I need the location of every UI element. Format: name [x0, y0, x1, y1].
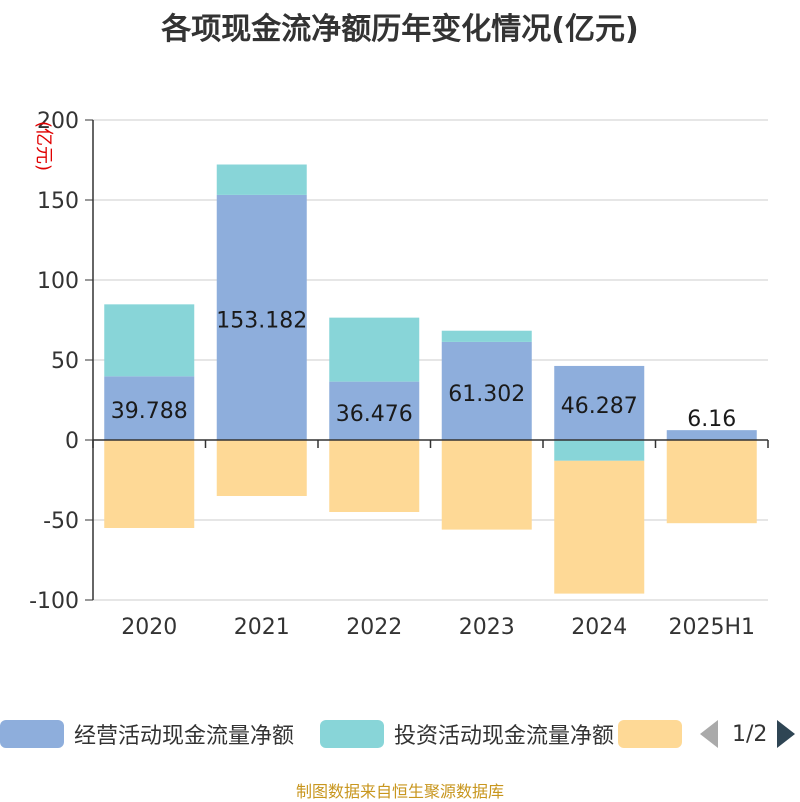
data-label: 36.476 — [336, 402, 413, 427]
legend-prev-page-button[interactable] — [700, 720, 718, 748]
bar-segment — [554, 440, 645, 461]
bar-segment — [329, 317, 420, 382]
bar-segment — [104, 304, 195, 377]
data-label: 61.302 — [448, 382, 525, 407]
bar-segment — [666, 430, 757, 440]
x-tick-label: 2025H1 — [668, 615, 755, 640]
x-tick-label: 2022 — [346, 615, 402, 640]
bar-segment — [329, 381, 420, 440]
data-label: 153.182 — [216, 308, 307, 333]
gridlines — [93, 119, 768, 601]
bar-segment — [441, 330, 532, 342]
axes: 200 150 100 50 0 -50 -100 2020 2021 2022 2023 2024 2… — [29, 109, 769, 640]
bar-segment — [216, 194, 307, 440]
x-tick-label: 2023 — [459, 615, 515, 640]
bar-segment — [666, 440, 757, 524]
legend: 经营活动现金流量净额 投资活动现金流量净额 1/2 — [0, 714, 800, 754]
bar-segment — [216, 440, 307, 496]
legend-label-operating: 经营活动现金流量净额 — [74, 724, 295, 749]
y-tick-label: 50 — [51, 349, 79, 374]
bar-segment — [554, 365, 645, 440]
bar-segment — [554, 460, 645, 594]
legend-pager: 1/2 — [700, 714, 796, 754]
y-tick-label: 100 — [37, 269, 79, 294]
bar-segment — [216, 164, 307, 195]
source-footer: 制图数据来自恒生聚源数据库 — [295, 782, 504, 801]
data-label: 39.788 — [111, 399, 188, 424]
data-labels: 39.788 153.182 36.476 61.302 46.287 6.16 — [111, 308, 736, 432]
legend-item-investing[interactable]: 投资活动现金流量净额 — [320, 714, 614, 754]
legend-label-investing: 投资活动现金流量净额 — [394, 724, 615, 749]
bar-segment — [441, 440, 532, 530]
legend-item-financing[interactable] — [618, 714, 682, 754]
data-label: 46.287 — [561, 394, 638, 419]
data-label: 6.16 — [687, 407, 736, 432]
bar-segment — [104, 440, 195, 528]
legend-next-page-button[interactable] — [777, 720, 796, 748]
bars — [104, 164, 757, 594]
y-tick-label: 150 — [37, 189, 79, 214]
y-tick-label: 0 — [65, 429, 79, 454]
y-tick-label: -100 — [29, 589, 79, 614]
bar-segment — [441, 341, 532, 440]
y-tick-label: -50 — [43, 509, 79, 534]
y-axis-label: (亿元) — [33, 121, 54, 171]
legend-item-operating[interactable]: 经营活动现金流量净额 — [0, 714, 294, 754]
legend-page-indicator: 1/2 — [732, 721, 768, 747]
x-tick-label: 2024 — [571, 615, 627, 640]
legend-swatch-operating — [0, 720, 64, 748]
legend-swatch-investing — [320, 720, 384, 748]
stacked-bar-chart: 200 150 100 50 0 -50 -100 2020 2021 2022 2023 2024 2… — [29, 109, 769, 640]
x-tick-label: 2020 — [121, 615, 177, 640]
bar-segment — [104, 376, 195, 440]
legend-swatch-financing — [618, 720, 682, 748]
y-tick-label: 200 — [37, 109, 79, 134]
x-tick-label: 2021 — [234, 615, 290, 640]
chart-title: 各项现金流净额历年变化情况(亿元) — [161, 12, 639, 47]
bar-segment — [329, 440, 420, 512]
